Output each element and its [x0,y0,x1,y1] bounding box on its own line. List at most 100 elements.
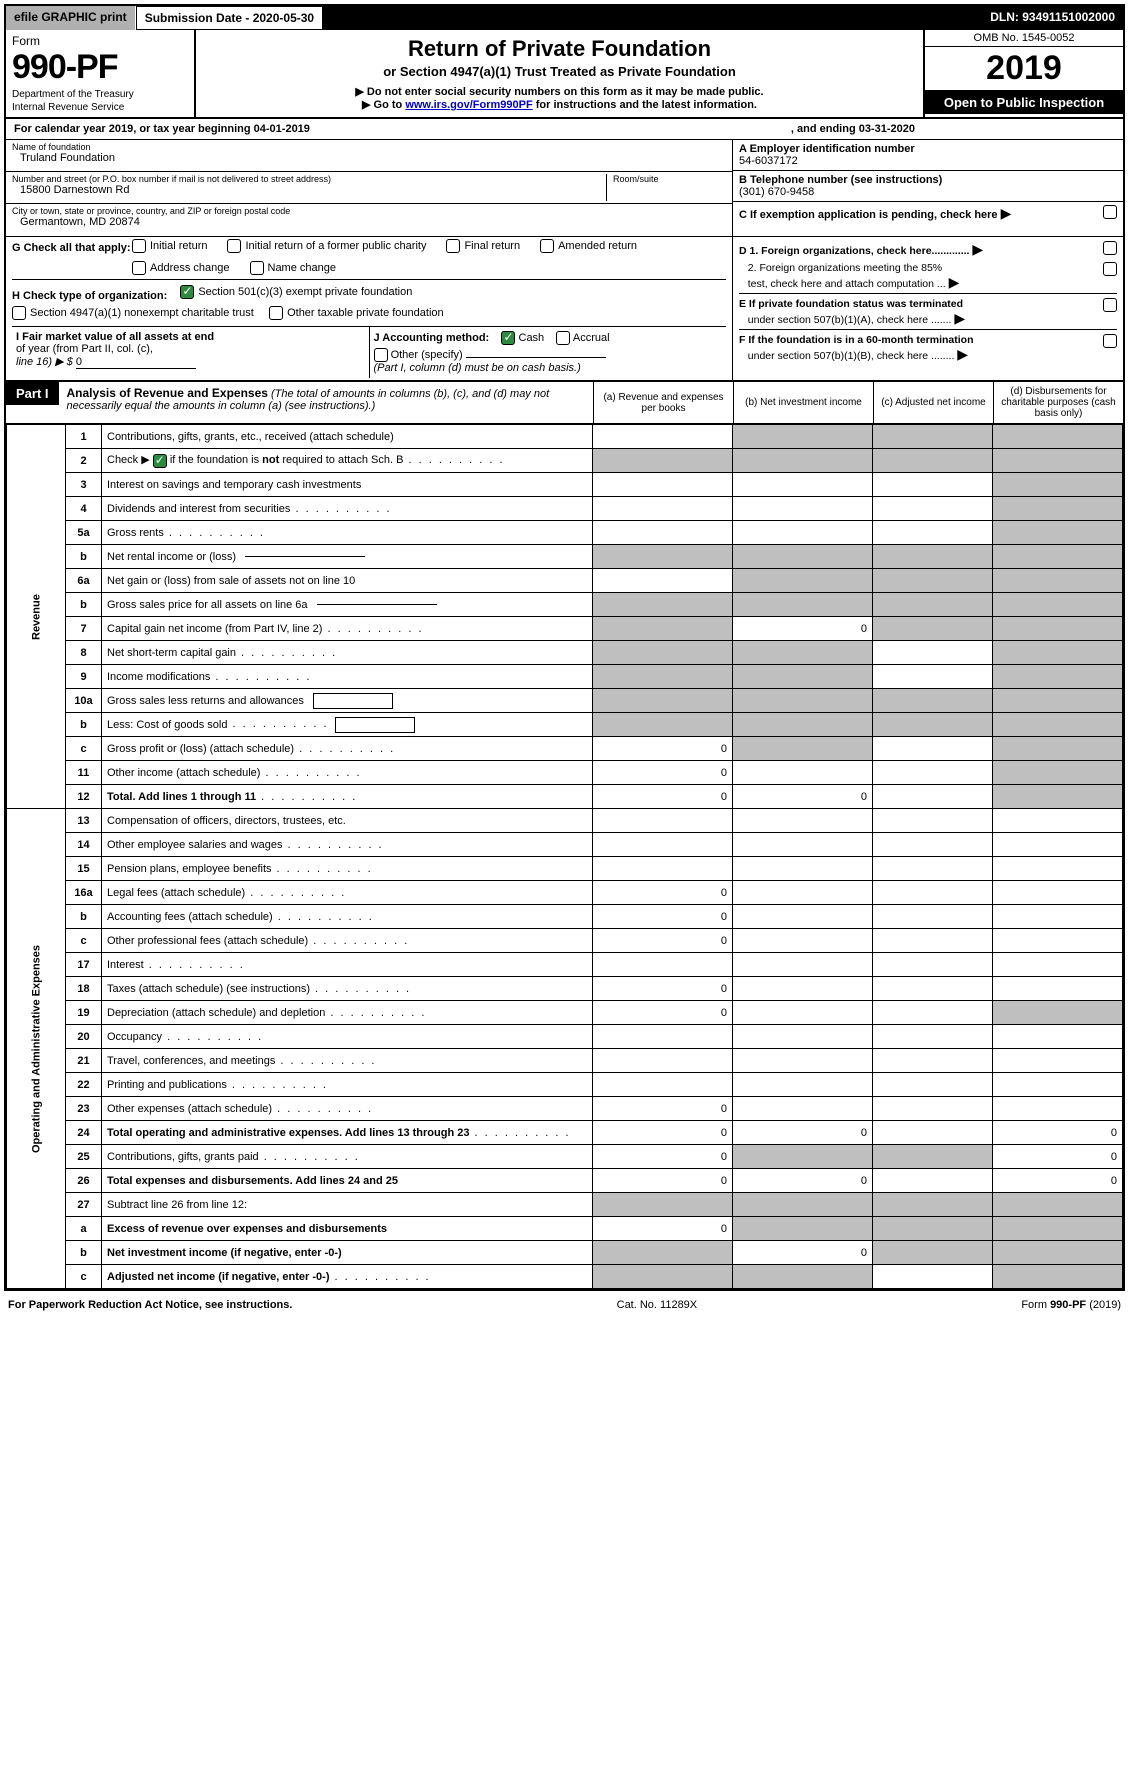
cell-c [873,1217,993,1241]
table-row: 10aGross sales less returns and allowanc… [7,689,1123,713]
cell-c [873,1193,993,1217]
d1-cb[interactable] [1103,241,1117,255]
h-cb-3[interactable] [269,306,283,320]
cell-c [873,785,993,809]
header-mid: Return of Private Foundation or Section … [196,30,923,117]
row-num: 5a [66,521,102,545]
cell-a: 0 [593,1097,733,1121]
table-row: bLess: Cost of goods sold [7,713,1123,737]
ghij-block: G Check all that apply: Initial return I… [6,237,1123,382]
g-cb-1[interactable] [227,239,241,253]
header-right: OMB No. 1545-0052 2019 Open to Public In… [923,30,1123,117]
row-desc: Net investment income (if negative, ente… [102,1241,593,1265]
cell-d [993,1073,1123,1097]
table-row: bNet investment income (if negative, ent… [7,1241,1123,1265]
cell-b [733,641,873,665]
topbar: efile GRAPHIC print Submission Date - 20… [6,6,1123,30]
j-other: Other (specify) [391,349,463,361]
form-990pf-page: efile GRAPHIC print Submission Date - 20… [4,4,1125,1291]
row-desc: Gross sales less returns and allowances [102,689,593,713]
g-checks: Initial return Initial return of a forme… [132,238,726,276]
cell-c [873,713,993,737]
cell-a: 0 [593,1217,733,1241]
table-row: 8Net short-term capital gain [7,641,1123,665]
g-cb-5[interactable] [250,261,264,275]
g-cb-3[interactable] [540,239,554,253]
part1-desc: Analysis of Revenue and Expenses (The to… [59,382,593,423]
j-cash: Cash [519,332,545,344]
row-num: 22 [66,1073,102,1097]
cell-b [733,761,873,785]
i-label-3: line 16) ▶ $ [16,356,73,368]
cell-d [993,881,1123,905]
form-label: Form [12,34,188,48]
cell-b: 0 [733,617,873,641]
d2-row: 2. Foreign organizations meeting the 85%… [739,260,1117,293]
e-cb[interactable] [1103,298,1117,312]
row-num: 27 [66,1193,102,1217]
j-other-cb[interactable] [374,348,388,362]
room-label: Room/suite [613,174,726,184]
g-cb-2[interactable] [446,239,460,253]
row-num: 11 [66,761,102,785]
j-row: J Accounting method: Cash Accrual Other … [370,327,727,378]
row-desc: Pension plans, employee benefits [102,857,593,881]
arrow-icon: ▶ [949,274,960,290]
row-num: 9 [66,665,102,689]
cell-a [593,473,733,497]
tax-year: 2019 [925,47,1123,91]
cal-prefix: For calendar year 2019, or tax year begi… [14,123,310,135]
instr-link[interactable]: www.irs.gov/Form990PF [405,99,532,111]
cell-b [733,473,873,497]
inline-checkbox[interactable] [153,454,167,468]
d2a-label: 2. Foreign organizations meeting the 85% [748,262,942,274]
calendar-line: For calendar year 2019, or tax year begi… [6,119,1123,140]
phone-label: B Telephone number (see instructions) [739,174,1117,186]
h-cb-1[interactable] [180,285,194,299]
table-row: 19Depreciation (attach schedule) and dep… [7,1001,1123,1025]
cell-d [993,617,1123,641]
cell-c [873,1121,993,1145]
cell-b [733,857,873,881]
cell-a [593,545,733,569]
cell-a [593,1073,733,1097]
footer-left: For Paperwork Reduction Act Notice, see … [8,1299,292,1311]
cell-d [993,473,1123,497]
table-row: 2Check ▶ if the foundation is not requir… [7,449,1123,473]
j-cash-cb[interactable] [501,331,515,345]
dln: DLN: 93491151002000 [982,6,1123,30]
f-cb[interactable] [1103,334,1117,348]
entity-left: Name of foundation Truland Foundation Nu… [6,140,733,236]
col-d-header: (d) Disbursements for charitable purpose… [993,382,1123,423]
instr-1: ▶ Do not enter social security numbers o… [202,85,917,98]
j-accrual-cb[interactable] [556,331,570,345]
cell-c [873,1049,993,1073]
cell-a [593,1265,733,1289]
cell-b [733,497,873,521]
header-left: Form 990-PF Department of the Treasury I… [6,30,196,117]
cell-a: 0 [593,929,733,953]
arrow-icon: ▶ [957,346,968,362]
g-cb-0[interactable] [132,239,146,253]
row-num: 16a [66,881,102,905]
row-desc: Legal fees (attach schedule) [102,881,593,905]
g-opt-1-label: Initial return of a former public charit… [245,240,426,252]
phone-value: (301) 670-9458 [739,186,1117,198]
cell-b [733,929,873,953]
row-num: 14 [66,833,102,857]
row-desc: Less: Cost of goods sold [102,713,593,737]
g-cb-4[interactable] [132,261,146,275]
row-desc: Other employee salaries and wages [102,833,593,857]
h-cb-2[interactable] [12,306,26,320]
g-opt-4-label: Address change [150,262,230,274]
row-desc: Gross sales price for all assets on line… [102,593,593,617]
table-row: cGross profit or (loss) (attach schedule… [7,737,1123,761]
f-row: F If the foundation is in a 60-month ter… [739,329,1117,365]
table-row: 9Income modifications [7,665,1123,689]
cell-a: 0 [593,881,733,905]
d2-cb[interactable] [1103,262,1117,276]
row-desc: Total expenses and disbursements. Add li… [102,1169,593,1193]
row-desc: Depreciation (attach schedule) and deple… [102,1001,593,1025]
g-row: G Check all that apply: Initial return I… [12,239,726,279]
c-checkbox[interactable] [1103,205,1117,219]
